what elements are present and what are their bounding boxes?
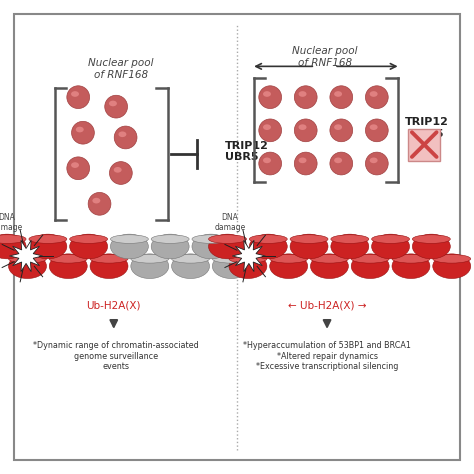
Ellipse shape bbox=[370, 157, 378, 163]
Ellipse shape bbox=[433, 255, 471, 263]
Ellipse shape bbox=[71, 91, 79, 97]
Ellipse shape bbox=[330, 86, 353, 109]
Ellipse shape bbox=[49, 254, 87, 279]
Ellipse shape bbox=[310, 255, 348, 263]
Ellipse shape bbox=[92, 198, 100, 203]
Ellipse shape bbox=[263, 91, 271, 97]
Ellipse shape bbox=[365, 152, 388, 175]
Ellipse shape bbox=[90, 254, 128, 279]
Ellipse shape bbox=[67, 157, 90, 180]
Ellipse shape bbox=[131, 255, 169, 263]
Ellipse shape bbox=[310, 254, 348, 279]
Ellipse shape bbox=[72, 121, 94, 144]
Ellipse shape bbox=[365, 119, 388, 142]
Ellipse shape bbox=[229, 254, 267, 279]
Ellipse shape bbox=[0, 234, 26, 259]
Polygon shape bbox=[9, 240, 43, 272]
Ellipse shape bbox=[299, 124, 307, 130]
Text: ← Ub-H2A(X) →: ← Ub-H2A(X) → bbox=[288, 301, 366, 311]
Ellipse shape bbox=[118, 131, 127, 137]
Ellipse shape bbox=[151, 235, 189, 244]
Ellipse shape bbox=[372, 234, 410, 259]
Ellipse shape bbox=[412, 234, 450, 259]
Ellipse shape bbox=[88, 192, 111, 215]
Ellipse shape bbox=[433, 254, 471, 279]
Text: Nuclear pool
of RNF168: Nuclear pool of RNF168 bbox=[292, 46, 357, 68]
Ellipse shape bbox=[299, 91, 307, 97]
Ellipse shape bbox=[109, 162, 132, 184]
Ellipse shape bbox=[70, 235, 108, 244]
Ellipse shape bbox=[131, 254, 169, 279]
Ellipse shape bbox=[209, 234, 246, 259]
Ellipse shape bbox=[9, 255, 46, 263]
Ellipse shape bbox=[172, 254, 210, 279]
Ellipse shape bbox=[412, 235, 450, 244]
Polygon shape bbox=[232, 240, 265, 272]
Ellipse shape bbox=[330, 119, 353, 142]
Ellipse shape bbox=[294, 152, 317, 175]
Ellipse shape bbox=[270, 254, 308, 279]
Ellipse shape bbox=[351, 255, 389, 263]
Ellipse shape bbox=[172, 255, 210, 263]
Ellipse shape bbox=[294, 86, 317, 109]
Ellipse shape bbox=[0, 235, 26, 244]
Ellipse shape bbox=[105, 95, 128, 118]
Ellipse shape bbox=[192, 234, 230, 259]
Ellipse shape bbox=[9, 254, 46, 279]
Text: *Dynamic range of chromatin-associated
genome surveillance
events: *Dynamic range of chromatin-associated g… bbox=[33, 341, 199, 371]
Text: *Hyperaccumulation of 53BP1 and BRCA1
*Altered repair dynamics
*Excessive transc: *Hyperaccumulation of 53BP1 and BRCA1 *A… bbox=[243, 341, 411, 371]
Ellipse shape bbox=[29, 234, 67, 259]
Ellipse shape bbox=[370, 124, 378, 130]
Ellipse shape bbox=[70, 234, 108, 259]
Ellipse shape bbox=[229, 255, 267, 263]
Text: Ub-H2A(X): Ub-H2A(X) bbox=[87, 301, 141, 311]
Ellipse shape bbox=[330, 152, 353, 175]
Ellipse shape bbox=[192, 235, 230, 244]
Text: DNA
damage: DNA damage bbox=[214, 213, 246, 232]
Ellipse shape bbox=[151, 234, 189, 259]
Ellipse shape bbox=[294, 119, 317, 142]
Ellipse shape bbox=[263, 124, 271, 130]
Ellipse shape bbox=[290, 235, 328, 244]
Ellipse shape bbox=[29, 235, 67, 244]
Ellipse shape bbox=[331, 235, 369, 244]
Ellipse shape bbox=[109, 100, 117, 106]
Text: DNA
damage: DNA damage bbox=[0, 213, 23, 232]
Ellipse shape bbox=[67, 86, 90, 109]
Ellipse shape bbox=[392, 255, 430, 263]
Ellipse shape bbox=[212, 254, 250, 279]
Ellipse shape bbox=[334, 91, 342, 97]
Ellipse shape bbox=[259, 119, 282, 142]
Ellipse shape bbox=[249, 234, 287, 259]
Ellipse shape bbox=[270, 255, 308, 263]
Ellipse shape bbox=[90, 255, 128, 263]
Ellipse shape bbox=[76, 127, 84, 132]
Ellipse shape bbox=[365, 86, 388, 109]
Ellipse shape bbox=[110, 235, 148, 244]
Ellipse shape bbox=[114, 167, 122, 173]
Ellipse shape bbox=[370, 91, 378, 97]
Text: TRIP12
UBR5: TRIP12 UBR5 bbox=[405, 117, 448, 139]
Ellipse shape bbox=[71, 162, 79, 168]
Ellipse shape bbox=[290, 234, 328, 259]
Ellipse shape bbox=[392, 254, 430, 279]
Ellipse shape bbox=[249, 235, 287, 244]
Ellipse shape bbox=[114, 126, 137, 149]
Ellipse shape bbox=[331, 234, 369, 259]
FancyBboxPatch shape bbox=[408, 128, 440, 161]
Text: TRIP12
UBR5: TRIP12 UBR5 bbox=[225, 141, 269, 163]
Ellipse shape bbox=[334, 124, 342, 130]
Ellipse shape bbox=[212, 255, 250, 263]
Ellipse shape bbox=[259, 152, 282, 175]
Ellipse shape bbox=[334, 157, 342, 163]
Ellipse shape bbox=[299, 157, 307, 163]
Ellipse shape bbox=[372, 235, 410, 244]
Ellipse shape bbox=[263, 157, 271, 163]
Ellipse shape bbox=[259, 86, 282, 109]
Ellipse shape bbox=[351, 254, 389, 279]
Ellipse shape bbox=[110, 234, 148, 259]
Ellipse shape bbox=[49, 255, 87, 263]
Ellipse shape bbox=[209, 235, 246, 244]
Text: Nuclear pool
of RNF168: Nuclear pool of RNF168 bbox=[88, 58, 154, 80]
